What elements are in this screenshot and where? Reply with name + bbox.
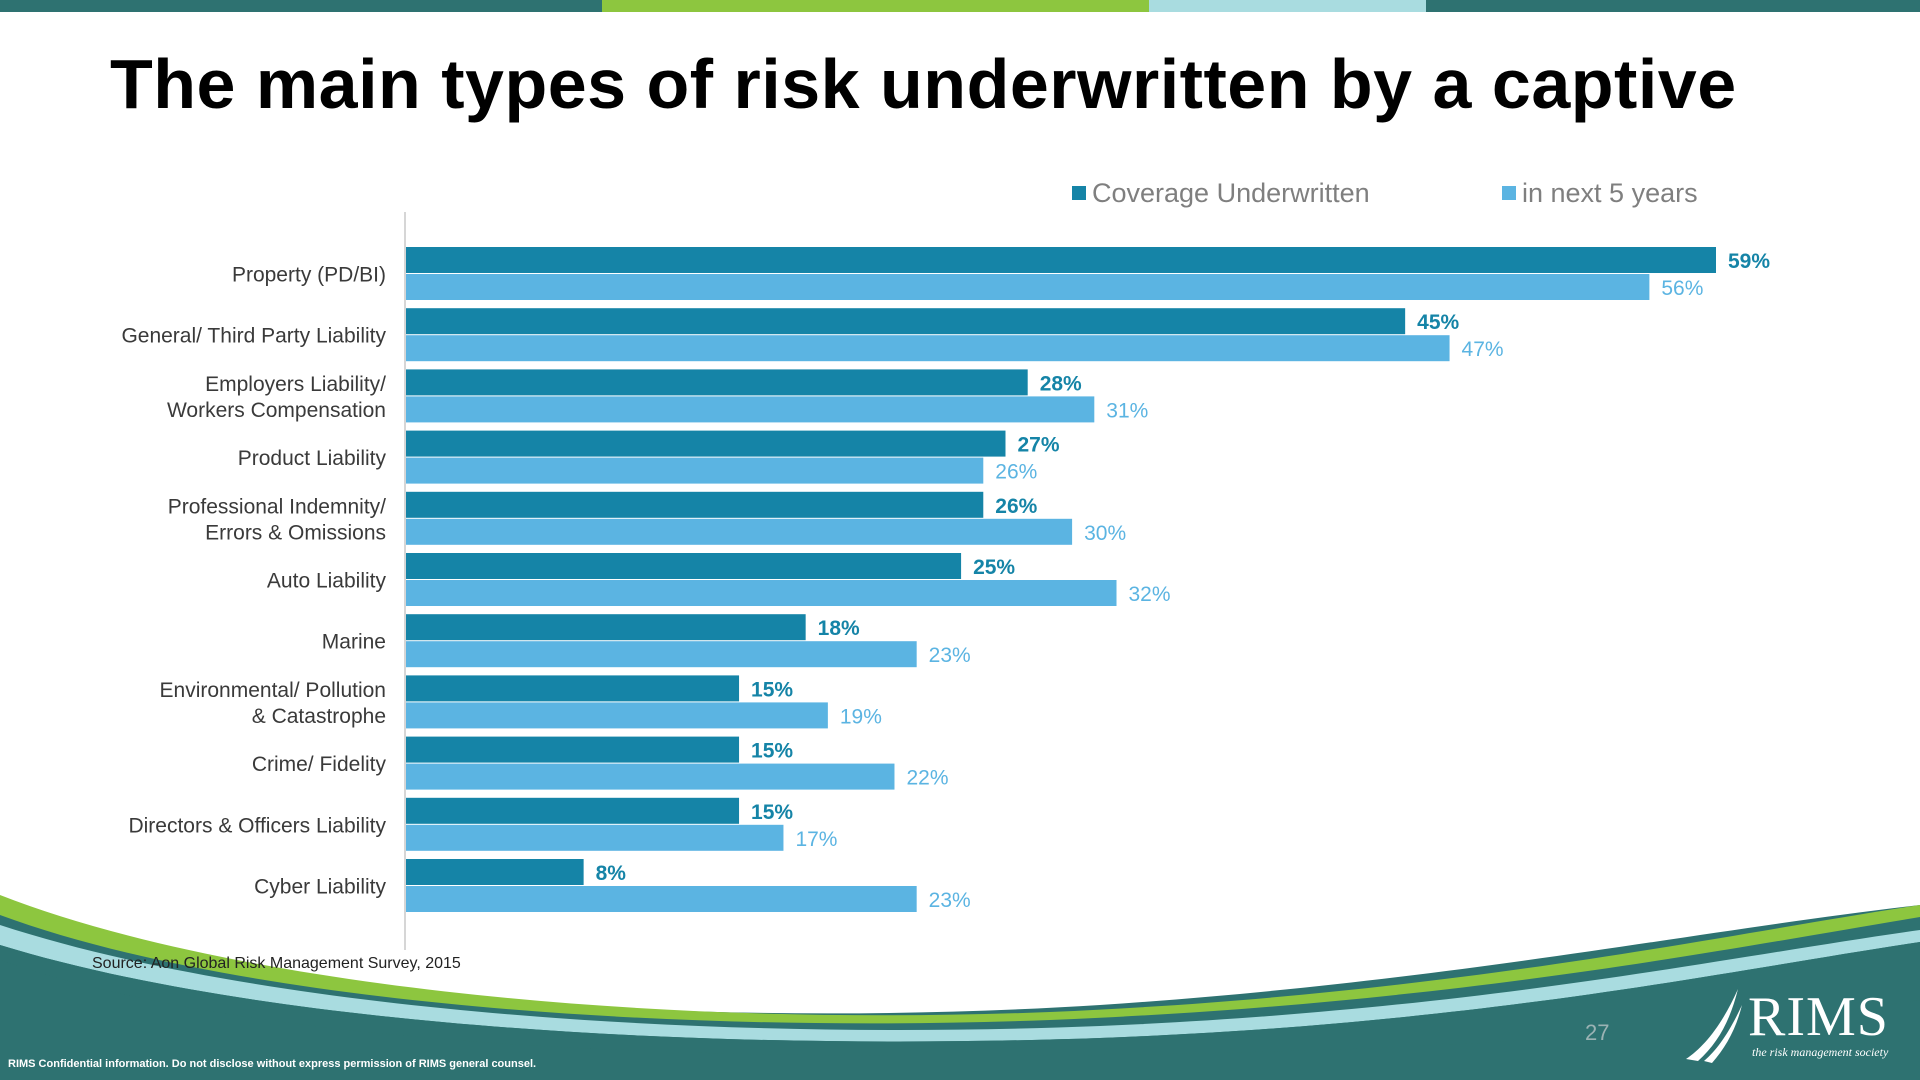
data-label-series-1: 26% [995, 495, 1037, 518]
legend-swatch-series-1 [1072, 186, 1086, 200]
bar-series-2 [406, 763, 895, 790]
category-label: Professional Indemnity/ [168, 495, 386, 518]
bar-series-1 [406, 369, 1028, 396]
category-label: Marine [322, 631, 386, 654]
bar-series-2 [406, 396, 1095, 423]
category-label: General/ Third Party Liability [121, 325, 386, 348]
category-label: & Catastrophe [252, 705, 386, 728]
logo-wordmark: RIMS [1748, 986, 1889, 1048]
data-label-series-1: 25% [973, 556, 1015, 579]
data-label-series-1: 28% [1040, 372, 1082, 395]
bar-series-1 [406, 247, 1716, 273]
data-label-series-1: 59% [1728, 250, 1770, 273]
data-label-series-1: 45% [1417, 311, 1459, 334]
chart-labels: Property (PD/BI) 59% 56% General/ Third Par… [121, 250, 1770, 912]
data-label-series-2: 23% [929, 889, 971, 912]
data-label-series-1: 15% [751, 801, 793, 824]
data-label-series-2: 26% [995, 461, 1037, 484]
rims-swoosh-icon [1686, 989, 1742, 1063]
confidential-notice: RIMS Confidential information. Do not di… [8, 1058, 537, 1070]
data-label-series-1: 15% [751, 740, 793, 763]
source-note: Source: Aon Global Risk Management Surve… [92, 955, 461, 972]
category-label: Workers Compensation [167, 399, 386, 422]
top-bar-segment-light [1149, 0, 1426, 12]
category-label: Cyber Liability [254, 876, 386, 899]
bar-series-2 [406, 824, 784, 851]
data-label-series-2: 56% [1661, 277, 1703, 300]
bar-series-2 [406, 274, 1650, 300]
category-label: Errors & Omissions [205, 521, 386, 544]
data-label-series-1: 18% [818, 617, 860, 640]
data-label-series-2: 19% [840, 705, 882, 728]
bar-series-1 [406, 736, 740, 763]
bar-series-2 [406, 335, 1450, 362]
category-label: Property (PD/BI) [232, 264, 386, 287]
data-label-series-2: 17% [795, 828, 837, 851]
data-label-series-1: 15% [751, 678, 793, 701]
chart-bars [406, 247, 1716, 912]
data-label-series-2: 31% [1106, 399, 1148, 422]
category-label: Crime/ Fidelity [252, 753, 387, 776]
bar-series-2 [406, 886, 917, 912]
bar-series-1 [406, 797, 740, 824]
bar-series-2 [406, 580, 1117, 606]
data-label-series-2: 30% [1084, 522, 1126, 545]
category-label: Auto Liability [267, 570, 387, 593]
data-label-series-1: 8% [596, 862, 627, 885]
top-color-bar [0, 0, 1920, 12]
bar-series-2 [406, 702, 828, 729]
data-label-series-2: 32% [1129, 583, 1171, 606]
data-label-series-1: 27% [1017, 434, 1059, 457]
chart-legend: Coverage Underwritten in next 5 years [1072, 178, 1698, 208]
legend-label-series-1: Coverage Underwritten [1092, 178, 1370, 208]
bar-series-1 [406, 430, 1006, 457]
data-label-series-2: 22% [906, 767, 948, 790]
bar-series-2 [406, 518, 1073, 545]
category-label: Employers Liability/ [205, 373, 386, 396]
category-label: Product Liability [238, 447, 387, 470]
bar-series-2 [406, 641, 917, 668]
footer-wave-light [0, 925, 1920, 1042]
rims-logo: RIMS the risk management society [1682, 985, 1902, 1065]
legend-swatch-series-2 [1502, 186, 1516, 200]
bar-series-1 [406, 491, 984, 518]
logo-tagline: the risk management society [1752, 1045, 1889, 1059]
bar-series-1 [406, 675, 740, 702]
bar-series-1 [406, 614, 806, 641]
category-label: Environmental/ Pollution [160, 679, 386, 702]
category-label: Directors & Officers Liability [128, 814, 386, 837]
bar-series-2 [406, 457, 984, 484]
top-bar-segment-teal [0, 0, 602, 12]
page-number: 27 [1585, 1020, 1610, 1045]
bar-series-1 [406, 308, 1406, 335]
top-bar-segment-teal-right [1426, 0, 1920, 12]
bar-series-1 [406, 859, 584, 885]
data-label-series-2: 47% [1462, 338, 1504, 361]
data-label-series-2: 23% [929, 644, 971, 667]
footer-wave-white [0, 942, 1920, 1057]
bar-series-1 [406, 553, 962, 579]
legend-label-series-2: in next 5 years [1522, 178, 1698, 208]
page-title: The main types of risk underwritten by a… [110, 45, 1737, 123]
top-bar-segment-green [602, 0, 1149, 12]
